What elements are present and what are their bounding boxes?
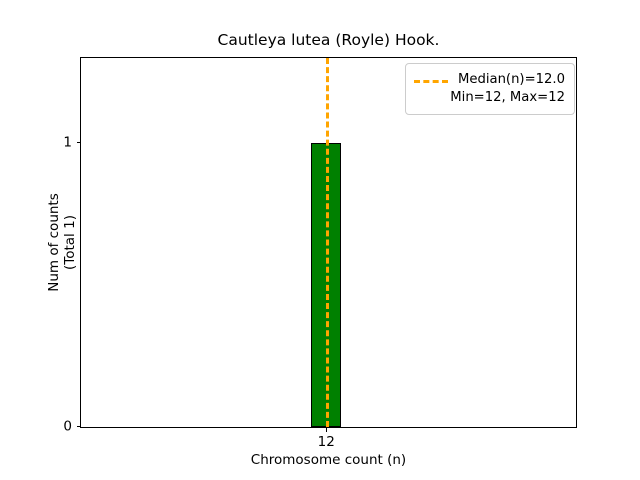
x-tick-mark-12 — [326, 427, 328, 432]
legend-entry-median: Median(n)=12.0 — [413, 71, 565, 89]
y-tick-mark-1 — [76, 142, 81, 144]
y-tick-label-1: 1 — [63, 134, 72, 151]
median-line — [326, 58, 330, 427]
legend-sublabel-minmax: Min=12, Max=12 — [450, 90, 565, 105]
legend-label-median: Median(n)=12.0 — [457, 72, 565, 87]
y-tick-label-0: 0 — [63, 418, 72, 435]
plot-area: 0 1 12 Median(n)=12.0 Min=12, Max=12 — [63, 57, 577, 449]
y-axis-label-line-1: Num of counts — [46, 193, 62, 292]
y-axis-label: Num of counts (Total 1) — [46, 57, 78, 428]
y-tick-mark-0 — [76, 426, 81, 427]
legend-dashed-line-icon — [413, 74, 448, 86]
x-axis-label: Chromosome count (n) — [250, 452, 407, 468]
chart-title: Cautleya lutea (Royle) Hook. — [217, 31, 440, 49]
plot-inner — [81, 58, 576, 427]
y-axis-label-line-2: (Total 1) — [62, 215, 78, 270]
chart-legend: Median(n)=12.0 Min=12, Max=12 — [404, 63, 575, 115]
bar-12[interactable] — [311, 143, 342, 427]
x-tick-label-12: 12 — [317, 434, 335, 450]
